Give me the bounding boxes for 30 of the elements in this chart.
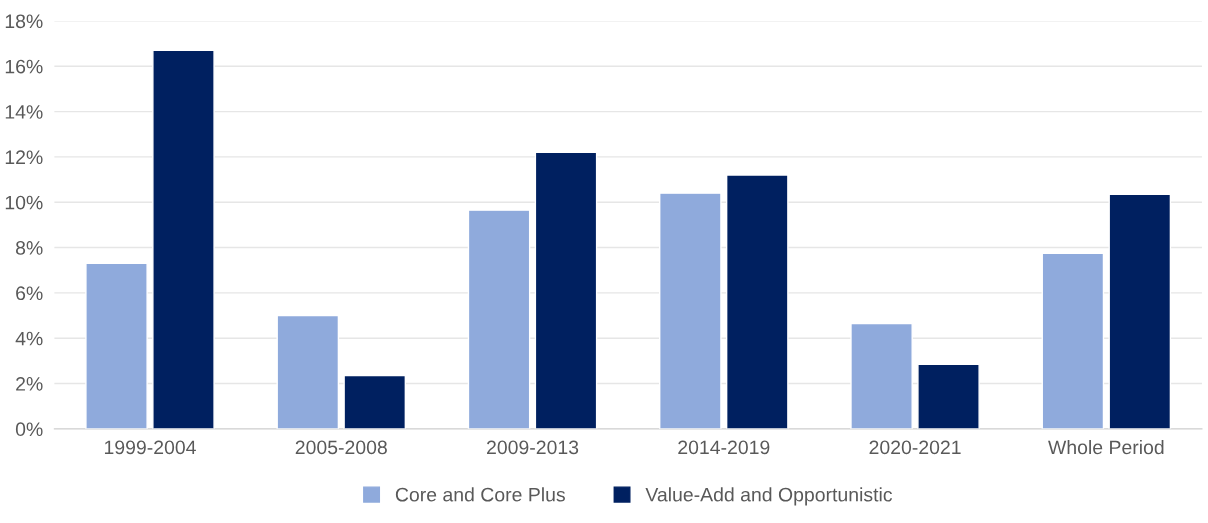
bar: [276, 314, 340, 429]
x-tick-label: 2014-2019: [678, 440, 770, 455]
bar: [1041, 252, 1105, 429]
x-tick-label: Whole Period: [1048, 439, 1164, 455]
y-tick-label: 18%: [5, 14, 43, 29]
bar: [343, 374, 407, 429]
y-tick-label: 0%: [15, 422, 43, 437]
y-tick-label: 12%: [5, 150, 43, 165]
x-tick-label: 2020-2021: [869, 440, 961, 455]
bar: [152, 49, 215, 429]
bar: [917, 363, 980, 429]
bar: [725, 174, 789, 429]
x-tick-label: 2009-2013: [487, 440, 579, 455]
y-tick-label: 2%: [16, 377, 43, 391]
y-tick-label: 8%: [15, 241, 43, 255]
y-tick-label: 10%: [5, 195, 43, 210]
bar: [534, 151, 598, 429]
bar: [850, 322, 913, 429]
y-tick-label: 4%: [15, 331, 43, 346]
bar: [1108, 193, 1172, 429]
y-tick-label: 14%: [5, 105, 43, 119]
y-tick-label: 6%: [16, 286, 43, 301]
legend-label: Core and Core Plus: [395, 487, 565, 502]
x-tick-label: 2005-2008: [295, 440, 387, 455]
y-tick-label: 16%: [5, 59, 43, 74]
bar: [467, 209, 531, 429]
legend-label: Value-Add and Opportunistic: [645, 487, 893, 506]
bar: [85, 262, 148, 429]
x-tick-label: 1999-2004: [104, 440, 196, 455]
bar: [659, 192, 722, 429]
